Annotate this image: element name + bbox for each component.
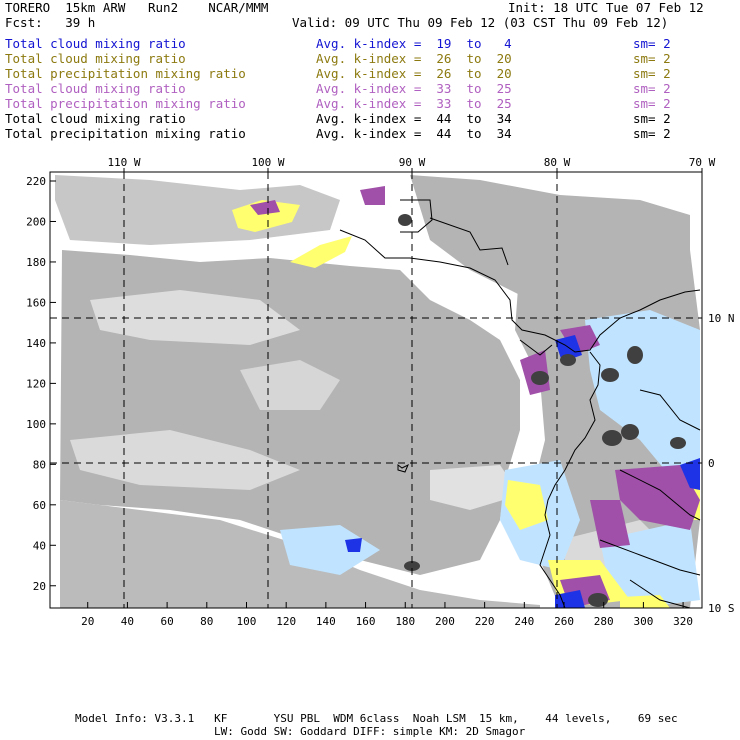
x-tick-label: 200 xyxy=(435,615,455,628)
legend-row-5-sm: sm= 2 xyxy=(633,96,671,111)
field-layer xyxy=(50,172,702,608)
forecast-hour: Fcst: 39 h xyxy=(5,15,96,30)
longitude-label: 80 W xyxy=(544,156,571,169)
legend-row-3-kindex: Avg. k-index = 26 to 20 xyxy=(316,66,512,81)
y-tick-label: 80 xyxy=(33,458,46,471)
legend-row-4-name: Total cloud mixing ratio xyxy=(5,81,186,96)
x-tick-label: 80 xyxy=(200,615,213,628)
legend-row-5-name: Total precipitation mixing ratio xyxy=(5,96,246,111)
x-tick-label: 220 xyxy=(475,615,495,628)
legend-row-6-sm: sm= 2 xyxy=(633,111,671,126)
legend-row-2-sm: sm= 2 xyxy=(633,51,671,66)
legend-row-1-kindex: Avg. k-index = 19 to 4 xyxy=(316,36,512,51)
valid-time: Valid: 09 UTC Thu 09 Feb 12 (03 CST Thu … xyxy=(292,15,669,30)
x-tick-label: 40 xyxy=(121,615,134,628)
coastline-layer xyxy=(339,199,701,608)
y-tick-label: 120 xyxy=(26,377,46,390)
latitude-label: 0 xyxy=(708,457,715,470)
init-time: Init: 18 UTC Tue 07 Feb 12 xyxy=(508,0,704,15)
legend-row-7-name: Total precipitation mixing ratio xyxy=(5,126,246,141)
y-tick-label: 100 xyxy=(26,418,46,431)
y-tick-label: 200 xyxy=(26,215,46,228)
blue-field xyxy=(345,335,700,608)
legend-row-4-kindex: Avg. k-index = 33 to 25 xyxy=(316,81,512,96)
physics-info-line: LW: Godd SW: Goddard DIFF: simple KM: 2D… xyxy=(214,725,526,738)
latitude-label: 10 S xyxy=(708,602,735,615)
axis-ticks xyxy=(50,168,703,608)
model-info-line: Model Info: V3.3.1 KF YSU PBL WDM 6class… xyxy=(75,712,678,725)
x-tick-label: 120 xyxy=(276,615,296,628)
latitude-label: 10 N xyxy=(708,312,735,325)
k-index-dark-cores xyxy=(398,214,686,607)
legend-row-2-name: Total cloud mixing ratio xyxy=(5,51,186,66)
y-tick-label: 160 xyxy=(26,296,46,309)
longitude-label: 110 W xyxy=(107,156,140,169)
longitude-label: 100 W xyxy=(251,156,284,169)
lat-lon-grid xyxy=(50,172,702,608)
legend-row-7-kindex: Avg. k-index = 44 to 34 xyxy=(316,126,512,141)
y-tick-label: 60 xyxy=(33,499,46,512)
legend-row-6-name: Total cloud mixing ratio xyxy=(5,111,186,126)
x-tick-label: 160 xyxy=(356,615,376,628)
axis-tick-labels: 220 200 180 160 140 120 100 80 60 40 20 20 40 60 80 100… xyxy=(26,156,734,628)
x-tick-label: 180 xyxy=(395,615,415,628)
x-tick-label: 280 xyxy=(594,615,614,628)
model-title: TORERO 15km ARW Run2 NCAR/MMM xyxy=(5,0,269,15)
x-tick-label: 320 xyxy=(673,615,693,628)
legend-row-2-kindex: Avg. k-index = 26 to 20 xyxy=(316,51,512,66)
x-tick-label: 140 xyxy=(316,615,336,628)
longitude-label: 70 W xyxy=(689,156,716,169)
y-tick-label: 40 xyxy=(33,539,46,552)
legend-row-5-kindex: Avg. k-index = 33 to 25 xyxy=(316,96,512,111)
legend-row-1-sm: sm= 2 xyxy=(633,36,671,51)
x-tick-label: 300 xyxy=(633,615,653,628)
legend-row-7-sm: sm= 2 xyxy=(633,126,671,141)
x-tick-label: 20 xyxy=(81,615,94,628)
legend-row-6-kindex: Avg. k-index = 44 to 34 xyxy=(316,111,512,126)
legend-row-3-sm: sm= 2 xyxy=(633,66,671,81)
y-tick-label: 220 xyxy=(26,175,46,188)
y-tick-label: 20 xyxy=(33,580,46,593)
longitude-label: 90 W xyxy=(399,156,426,169)
legend-row-1-name: Total cloud mixing ratio xyxy=(5,36,186,51)
x-tick-label: 260 xyxy=(554,615,574,628)
legend-row-4-sm: sm= 2 xyxy=(633,81,671,96)
x-tick-label: 240 xyxy=(514,615,534,628)
map-frame xyxy=(49,171,703,609)
y-tick-label: 140 xyxy=(26,337,46,350)
x-tick-label: 60 xyxy=(160,615,173,628)
y-tick-label: 180 xyxy=(26,256,46,269)
legend-row-3-name: Total precipitation mixing ratio xyxy=(5,66,246,81)
x-tick-label: 100 xyxy=(237,615,257,628)
